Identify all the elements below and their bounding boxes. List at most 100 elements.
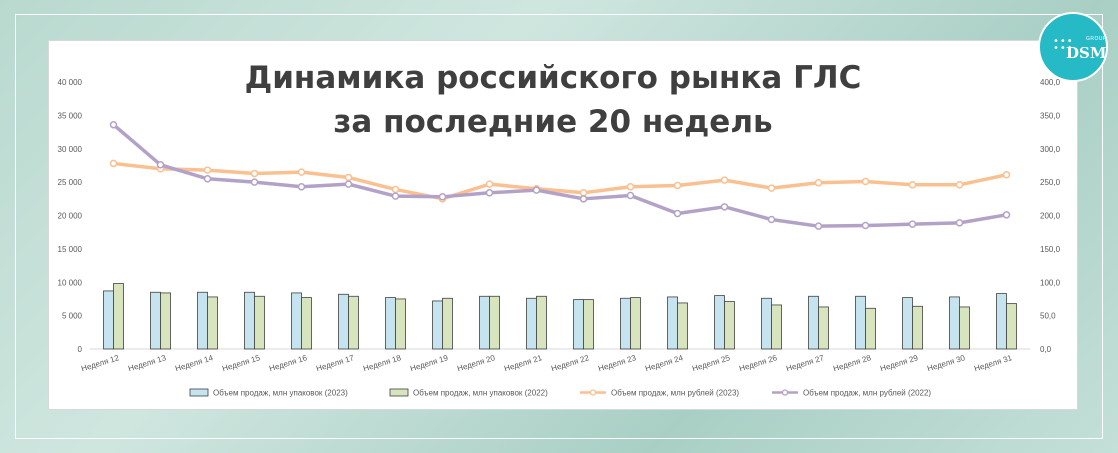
category-label: Неделя 31 bbox=[973, 353, 1013, 373]
title-line-2: за последние 20 недель bbox=[333, 104, 773, 140]
line-point bbox=[485, 180, 494, 188]
left-axis-tick-label: 25 000 bbox=[58, 178, 83, 187]
legend-label: Объем продаж, млн упаковок (2023) bbox=[213, 389, 348, 398]
category-label: Неделя 27 bbox=[785, 353, 825, 373]
category-label: Неделя 20 bbox=[456, 353, 496, 373]
line-point bbox=[861, 177, 870, 186]
bar bbox=[667, 296, 678, 350]
legend-label: Объем продаж, млн рублей (2023) bbox=[611, 389, 739, 398]
legend-swatch bbox=[189, 388, 209, 397]
line-point bbox=[1002, 211, 1011, 219]
bar bbox=[207, 296, 218, 350]
line-point bbox=[438, 193, 447, 201]
category-label: Неделя 23 bbox=[597, 353, 637, 373]
line-point bbox=[579, 189, 588, 197]
right-axis-tick-label: 150,0 bbox=[1040, 245, 1061, 254]
line-point bbox=[814, 222, 823, 230]
category-label: Неделя 14 bbox=[174, 353, 214, 373]
line-point bbox=[250, 169, 259, 178]
right-axis-tick-label: 400,0 bbox=[1040, 78, 1061, 87]
line-point bbox=[720, 176, 729, 184]
line-point bbox=[626, 191, 635, 200]
bar bbox=[724, 301, 735, 350]
bar bbox=[291, 292, 302, 350]
category-label: Неделя 26 bbox=[738, 353, 778, 373]
line-point bbox=[532, 186, 541, 194]
category-label: Неделя 24 bbox=[644, 353, 684, 373]
bar bbox=[385, 297, 396, 350]
left-axis-tick-label: 20 000 bbox=[58, 212, 83, 221]
line-point bbox=[908, 181, 917, 189]
bar bbox=[583, 299, 594, 350]
line-point bbox=[767, 215, 776, 224]
legend-label: Объем продаж, млн рублей (2022) bbox=[803, 389, 931, 398]
bar bbox=[818, 306, 829, 350]
right-axis-tick-label: 300,0 bbox=[1040, 145, 1061, 154]
line-point bbox=[908, 220, 917, 228]
line-point bbox=[391, 192, 400, 200]
left-axis-tick-label: 0 bbox=[78, 345, 83, 354]
line-point bbox=[391, 185, 400, 194]
legend-swatch bbox=[389, 388, 409, 397]
bar bbox=[865, 307, 876, 350]
logo-dots-icon: ••• ••• bbox=[1053, 36, 1074, 54]
right-axis-tick-label: 250,0 bbox=[1040, 178, 1061, 187]
line-point bbox=[814, 179, 823, 187]
line-point bbox=[955, 219, 964, 227]
bar bbox=[912, 305, 923, 350]
line-point bbox=[861, 221, 870, 230]
line-point bbox=[203, 166, 212, 174]
line-point bbox=[955, 181, 964, 189]
chart-title: Динамика российского рынка ГЛС за послед… bbox=[48, 56, 1058, 144]
bar bbox=[348, 295, 359, 350]
bar bbox=[103, 290, 114, 350]
right-axis-tick-label: 50,0 bbox=[1040, 312, 1056, 321]
dsm-logo: ••• ••• DSM GROUP bbox=[1038, 12, 1108, 82]
left-axis-tick-label: 5 000 bbox=[62, 312, 83, 321]
legend-marker bbox=[589, 389, 597, 396]
series-line bbox=[112, 123, 1007, 228]
bar bbox=[254, 295, 265, 350]
left-axis-tick-label: 35 000 bbox=[58, 111, 83, 120]
bar bbox=[677, 302, 688, 350]
title-line-1: Динамика российского рынка ГЛС bbox=[244, 60, 862, 96]
bar bbox=[714, 295, 725, 350]
category-label: Неделя 22 bbox=[550, 353, 590, 373]
bar bbox=[630, 297, 641, 350]
category-label: Неделя 28 bbox=[832, 353, 872, 373]
right-axis-tick-label: 0,0 bbox=[1040, 345, 1052, 354]
category-label: Неделя 21 bbox=[503, 353, 543, 373]
category-label: Неделя 18 bbox=[362, 353, 402, 373]
line-point bbox=[767, 184, 776, 192]
series-line bbox=[113, 161, 1007, 201]
line-point bbox=[344, 173, 353, 182]
legend-marker bbox=[781, 389, 789, 396]
line-point bbox=[344, 180, 353, 188]
category-label: Неделя 29 bbox=[879, 353, 919, 373]
bar bbox=[301, 297, 312, 350]
line-point bbox=[156, 161, 165, 169]
category-label: Неделя 15 bbox=[221, 353, 261, 373]
bar bbox=[150, 291, 161, 350]
bar bbox=[949, 296, 960, 350]
category-label: Неделя 17 bbox=[315, 353, 355, 373]
bar bbox=[620, 297, 631, 350]
bar bbox=[244, 291, 255, 350]
bar bbox=[855, 295, 866, 350]
right-axis-tick-label: 200,0 bbox=[1040, 212, 1061, 221]
bar bbox=[761, 297, 772, 350]
legend-label: Объем продаж, млн упаковок (2022) bbox=[413, 389, 548, 398]
line-point bbox=[203, 175, 212, 183]
bar bbox=[808, 295, 819, 350]
bar bbox=[479, 295, 490, 350]
bar bbox=[1006, 303, 1017, 350]
bar bbox=[536, 295, 547, 350]
background-frame bbox=[15, 14, 1103, 439]
line-point bbox=[485, 189, 494, 197]
bar bbox=[771, 304, 782, 350]
bar bbox=[902, 297, 913, 350]
logo-group: GROUP bbox=[1086, 36, 1107, 42]
bar bbox=[338, 293, 349, 350]
category-label: Неделя 12 bbox=[80, 353, 120, 373]
line-point bbox=[720, 203, 729, 211]
